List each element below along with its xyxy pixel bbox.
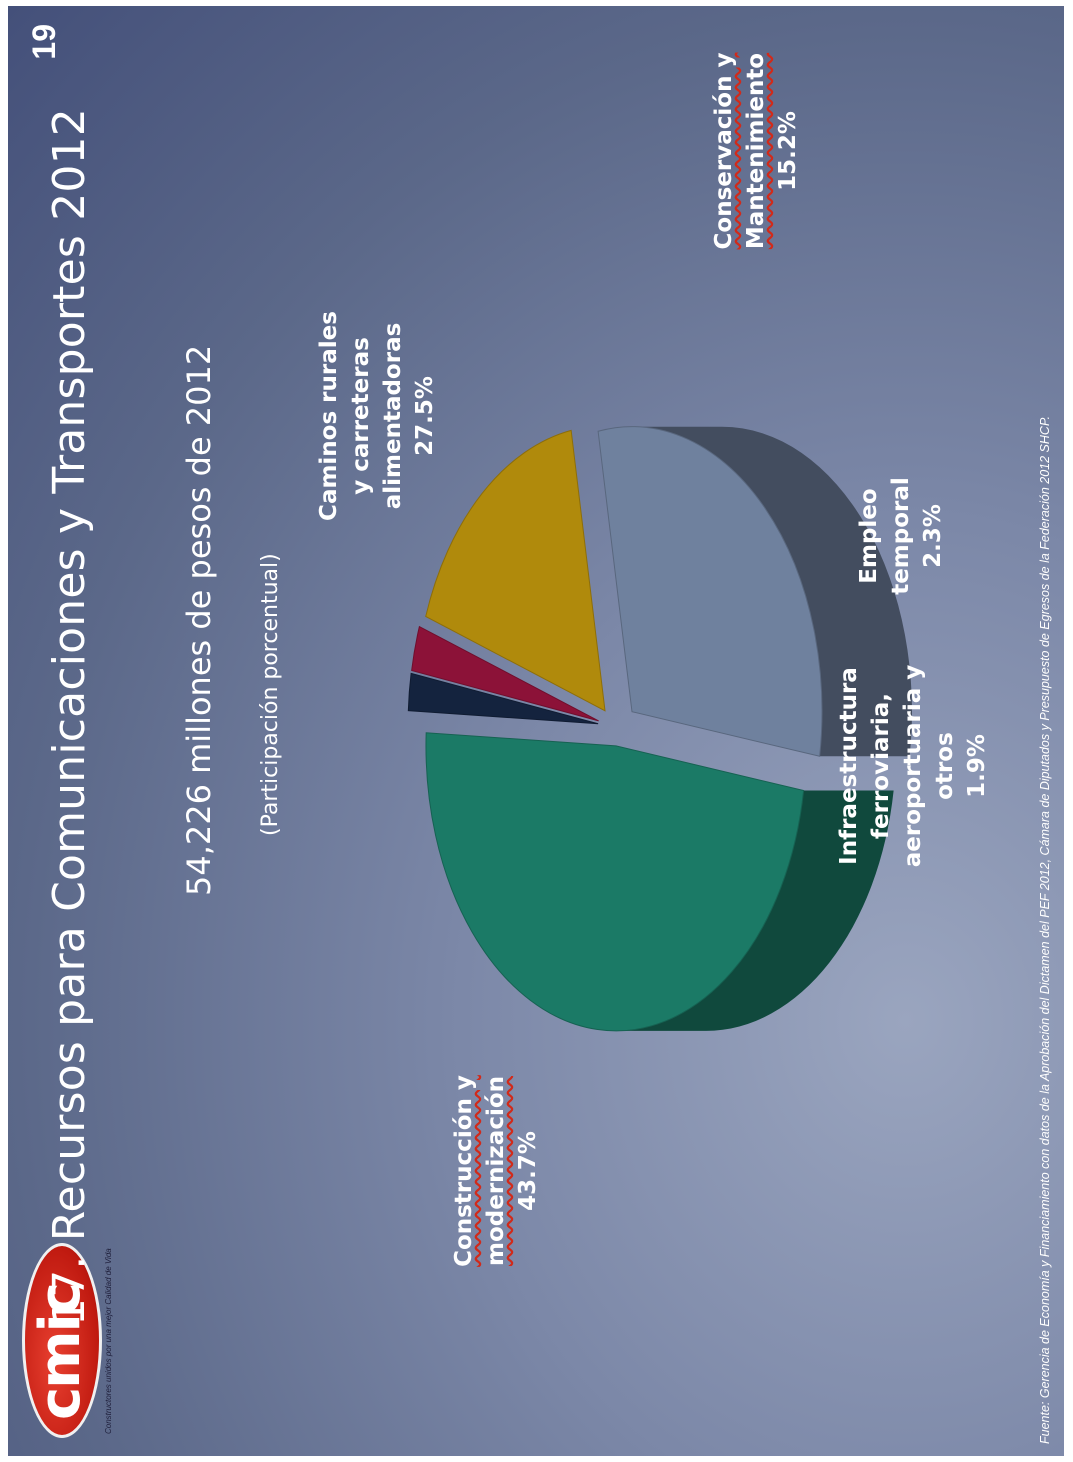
- slice-value: 27.5%: [412, 376, 438, 456]
- pie-slice-empleo-temporal: [411, 625, 599, 722]
- slice-value: 2.3%: [920, 504, 946, 568]
- slice-label-empleo: Empleo temporal 2.3%: [853, 471, 949, 601]
- pie-slice-infraestructura-ferroviaria-aeroportuaria-y-otros: [407, 672, 599, 725]
- pie-top-layer: [407, 426, 823, 1032]
- slide: cmic Constructores unidos por una mejor …: [8, 6, 1064, 1456]
- slice-name: Empleo temporal: [856, 477, 914, 595]
- slice-name: Caminos rurales y carreteras alimentador…: [316, 311, 406, 521]
- slide-viewport: cmic Constructores unidos por una mejor …: [8, 6, 1064, 1456]
- pie-slice-construccion-y-modernizacion: [425, 732, 805, 1032]
- slice-value: 43.7%: [515, 1131, 541, 1211]
- pie-depth-layer: [615, 426, 912, 1031]
- pie-chart: [407, 426, 912, 1032]
- pie-side-caminos-rurales-y-carreteras-alimentadoras: [631, 426, 912, 757]
- slice-label-infraestructura: Infraestructura ferroviaria, aeroportuar…: [833, 646, 993, 886]
- slice-name: Construcción y modernización: [451, 1075, 509, 1267]
- pie-slice-conservacion-y-mantenimiento: [425, 429, 606, 712]
- slice-name: Conservación y Mantenimiento: [711, 52, 769, 250]
- source-note: Fuente: Gerencia de Economía y Financiam…: [1038, 415, 1052, 1444]
- pie-side-construccion-y-modernizacion: [615, 790, 894, 1031]
- slice-name: Infraestructura ferroviaria, aeroportuar…: [836, 664, 958, 868]
- pie-slice-caminos-rurales-y-carreteras-alimentadoras: [597, 426, 823, 757]
- slice-label-conservacion: Conservación y Mantenimiento 15.2%: [708, 41, 804, 261]
- slice-label-caminos: Caminos rurales y carreteras alimentador…: [313, 311, 441, 521]
- slice-label-construccion: Construcción y modernización 43.7%: [448, 1066, 544, 1276]
- slice-value: 15.2%: [775, 111, 801, 191]
- slice-value: 1.9%: [964, 734, 990, 798]
